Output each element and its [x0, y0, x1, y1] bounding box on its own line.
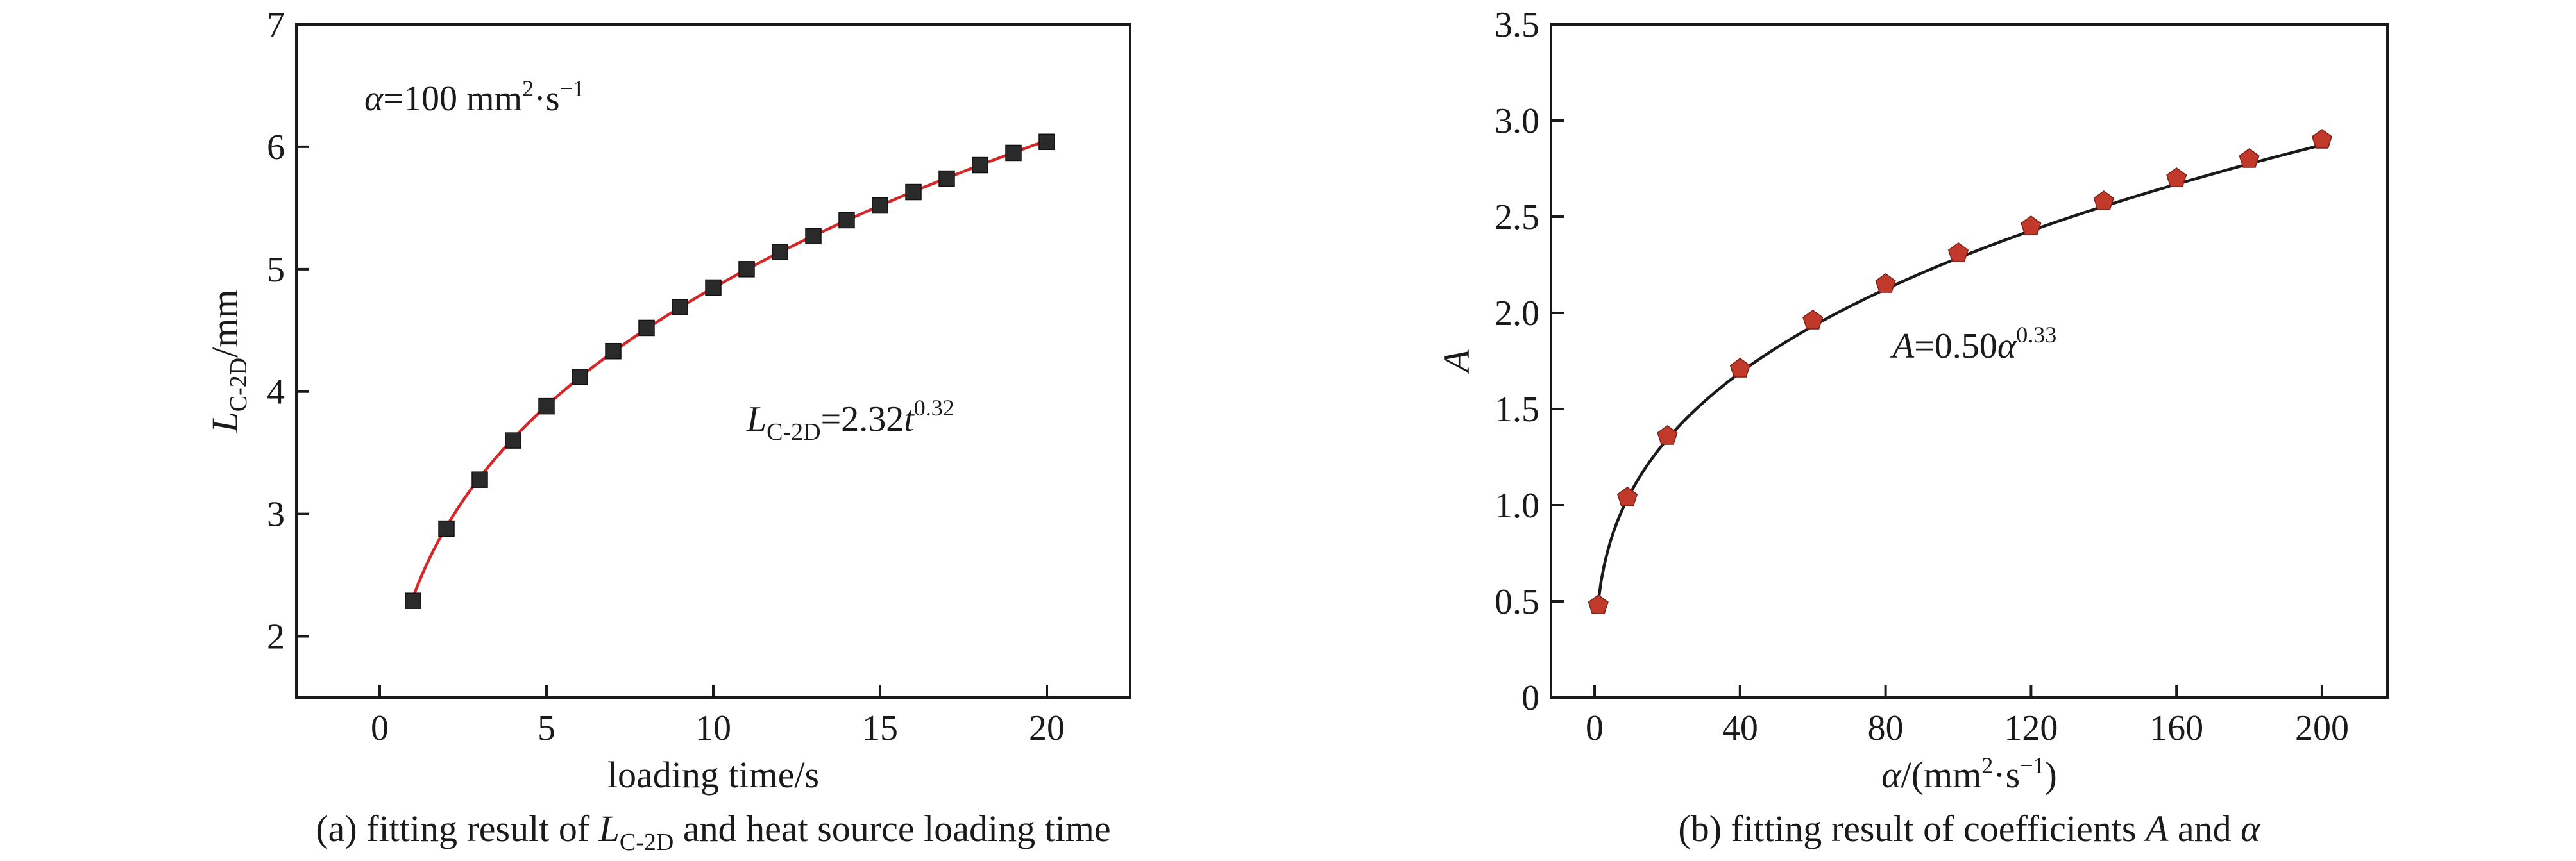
- panel-a-caption: (a) fitting result of LC-2D and heat sou…: [316, 808, 1110, 856]
- panel-a-data-point: [905, 183, 922, 201]
- panel-b-data-point: [2311, 129, 2333, 149]
- panel-a-y-tick-label: 7: [267, 5, 285, 45]
- panel-a-y-tick-label: 2: [267, 617, 285, 657]
- panel-a-data-point: [972, 156, 988, 174]
- panel-a-data-point: [938, 170, 955, 187]
- panel-a-data-point: [705, 279, 722, 296]
- panel-a-data-point: [1005, 144, 1022, 162]
- panel-b-caption: (b) fitting result of coefficients A and…: [1678, 808, 2261, 849]
- panel-b-y-tick-label: 1.5: [1495, 390, 1539, 430]
- panel-b-y-tick-label: 1.0: [1495, 486, 1539, 526]
- panel-a-data-point: [672, 299, 688, 315]
- panel-a-data-point: [838, 212, 855, 229]
- panel-a-data-point: [772, 244, 788, 260]
- panel-a-data-point: [538, 397, 555, 415]
- panel-b-y-tick-label: 0.5: [1495, 582, 1539, 622]
- panel-a-x-tick-label: 0: [371, 708, 389, 748]
- panel-a-x-ticks: 0 5 10 15 20: [371, 685, 1065, 748]
- panel-a-fit-curve: [411, 139, 1047, 598]
- panel-b-x-tick-label: 0: [1586, 708, 1604, 748]
- panel-a-x-tick-label: 15: [862, 708, 898, 748]
- panel-b-data-point: [1616, 487, 1638, 506]
- panel-a-y-tick-label: 3: [267, 495, 285, 535]
- panel-a-x-tick-label: 5: [538, 708, 555, 748]
- panel-b-data-point: [1657, 425, 1678, 445]
- panel-a-y-tick-label: 4: [267, 372, 285, 412]
- panel-a-markers: [405, 133, 1055, 609]
- panel-a-x-axis-label: loading time/s: [607, 754, 819, 796]
- panel-b-y-tick-label: 3.0: [1495, 101, 1539, 141]
- panel-b-data-point: [1947, 242, 1969, 262]
- panel-a-data-point: [605, 342, 622, 360]
- panel-a-data-point: [438, 520, 455, 537]
- panel-b-x-tick-label: 200: [2295, 708, 2349, 748]
- panel-b-fit-equation: A=0.50α0.33: [1890, 322, 2056, 366]
- panel-b-fit-curve: [1597, 143, 2323, 602]
- panel-b-y-tick-label: 2.0: [1495, 294, 1539, 333]
- panel-b-data-point: [1802, 310, 1824, 330]
- panel-a-x-tick-label: 20: [1029, 708, 1065, 748]
- panel-a-data-point: [471, 471, 488, 488]
- panel-b-data-point: [2021, 215, 2042, 235]
- panel-b-data-point: [1588, 594, 1609, 614]
- panel-b-x-tick-label: 160: [2149, 708, 2203, 748]
- panel-b-y-ticks: 0 0.5 1.0 1.5 2.0 2.5 3.0 3.5: [1495, 5, 1564, 718]
- panel-a-y-tick-label: 5: [267, 250, 285, 290]
- panel-b: 0 40 80 120 160 200 0 0.5 1.0 1.5 2.0 2.5 3.0 3.5 A=…: [1436, 5, 2389, 849]
- panel-b-y-tick-label: 0: [1521, 678, 1539, 718]
- panel-b-y-tick-label: 3.5: [1495, 5, 1539, 45]
- panel-b-data-point: [1875, 273, 1896, 293]
- panel-a-data-point: [505, 432, 521, 449]
- panel-a-data-point: [738, 261, 755, 278]
- panel-a-fit-equation: LC-2D=2.32t0.32: [746, 395, 954, 446]
- panel-b-data-point: [1729, 358, 1750, 378]
- panel-b-markers: [1588, 129, 2333, 614]
- panel-a-y-axis-label: LC-2D/mm: [204, 289, 252, 433]
- panel-a-fit-curve-group: [411, 139, 1047, 598]
- panel-b-x-axis-label: α/(mm2·s−1): [1881, 753, 2057, 796]
- panel-b-data-point: [2093, 190, 2114, 210]
- panel-b-x-tick-label: 120: [2004, 708, 2058, 748]
- panel-a-data-point: [805, 228, 822, 245]
- panel-a-data-point: [872, 197, 888, 214]
- panel-b-x-ticks: 0 40 80 120 160 200: [1586, 685, 2349, 748]
- panel-a-y-tick-label: 6: [267, 128, 285, 167]
- panel-b-plot-frame: [1550, 23, 2389, 699]
- panel-b-fit-curve-group: [1597, 143, 2323, 602]
- panel-b-data-point: [2239, 148, 2260, 168]
- panel-a-data-point: [638, 319, 655, 337]
- panel-a-alpha-annotation: α=100 mm2·s−1: [364, 76, 584, 119]
- panel-b-x-tick-label: 80: [1868, 708, 1904, 748]
- panel-a-data-point: [405, 592, 421, 609]
- panel-b-x-tick-label: 40: [1722, 708, 1758, 748]
- panel-a-data-point: [572, 369, 588, 385]
- panel-a-y-ticks: 2 3 4 5 6 7: [267, 5, 309, 657]
- panel-a-x-tick-label: 10: [695, 708, 731, 748]
- panel-a: 0 5 10 15 20 2 3 4 5 6 7 α=100 mm2·s−1 LC-2D=2.32…: [204, 5, 1131, 856]
- panel-b-data-point: [2166, 167, 2187, 187]
- panel-b-y-axis-label: A: [1436, 349, 1477, 375]
- panel-a-plot-frame: [295, 23, 1131, 699]
- panel-b-y-tick-label: 2.5: [1495, 197, 1539, 237]
- panel-a-data-point: [1038, 133, 1055, 151]
